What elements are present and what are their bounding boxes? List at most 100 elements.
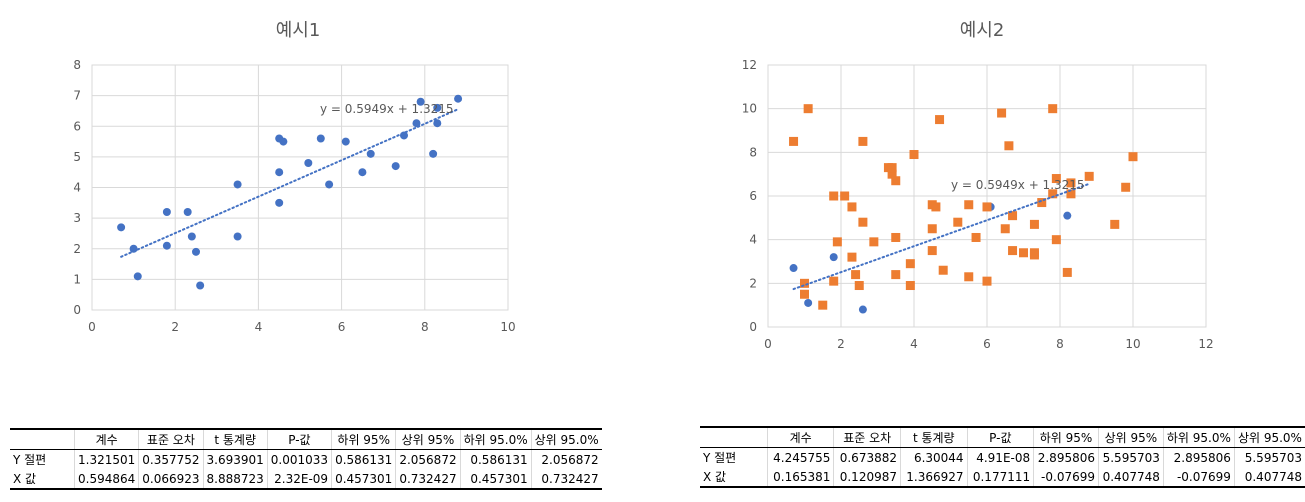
data-point	[325, 180, 334, 189]
table-cell: 0.732427	[395, 469, 461, 490]
data-point-square	[1008, 211, 1018, 221]
table-cell: 0.001033	[266, 449, 332, 469]
data-point-square	[931, 202, 941, 212]
data-point-square	[1051, 235, 1061, 245]
data-point	[789, 264, 798, 273]
x-tick-label: 4	[255, 320, 263, 334]
table-cell: 0.407748	[1233, 467, 1305, 488]
table-cell: 0.066923	[138, 469, 204, 490]
y-tick-label: 0	[73, 303, 81, 317]
y-tick-label: 3	[73, 211, 81, 225]
table-cell: 4.245755	[766, 447, 834, 467]
scatter-chart-1: 예시1 0 2 4 6 8 10 0 1 2 3 4 5 6 7 8 y = 0.5949x + 1.3215	[0, 0, 600, 340]
table-header-cell: 상위 95.0%	[530, 428, 602, 450]
table-header-cell: t 통계량	[202, 428, 268, 450]
data-point-square	[1110, 219, 1120, 229]
table-cell: 1.366927	[900, 467, 968, 488]
data-point-square	[1037, 198, 1047, 208]
y-tick-label: 7	[73, 89, 81, 103]
data-point-square	[1019, 248, 1028, 258]
table-row: Y 절편 4.245755 0.673882 6.30044 4.91E-08 2.895…	[700, 447, 1305, 467]
data-point-square	[935, 115, 945, 125]
data-point	[316, 134, 325, 143]
table-header-row: 계수 표준 오차 t 통계량 P-값 하위 95% 상위 95% 하위 95.0% 상위 95…	[700, 426, 1305, 448]
y-tick-label: 2	[73, 242, 81, 256]
data-point-square	[938, 265, 948, 275]
data-point-square	[887, 169, 897, 179]
data-point-square	[1029, 250, 1039, 260]
x-tick-label: 4	[910, 337, 918, 351]
data-point-square	[905, 281, 915, 291]
y-tick-label: 4	[749, 233, 757, 247]
data-point-square	[971, 232, 981, 242]
data-point	[429, 149, 438, 158]
data-point	[196, 281, 205, 290]
data-point-square	[840, 191, 850, 201]
x-tick-label: 6	[338, 320, 346, 334]
data-point	[433, 103, 442, 112]
table-cell: 2.32E-09	[266, 469, 332, 490]
table-header-cell: P-값	[966, 426, 1034, 448]
data-point	[858, 305, 867, 314]
data-point-square	[869, 237, 879, 247]
data-point-square	[1029, 219, 1039, 229]
table-row: Y 절편 1.321501 0.357752 3.693901 0.001033 0.58…	[10, 449, 602, 469]
table-cell: 0.732427	[530, 469, 602, 490]
data-point-square	[927, 246, 937, 256]
data-point	[358, 168, 367, 177]
table-cell: 0.407748	[1098, 467, 1164, 488]
x-tick-label: 10	[500, 320, 515, 334]
data-point	[162, 241, 171, 250]
chart-2-svg: 예시2 0 2 4 6 8 10 12 0 2 4 6 8 10 12 y = 0.5949x + 1.32…	[742, 20, 1214, 351]
table-cell: 6.30044	[900, 447, 968, 467]
table-cell: -0.07699	[1033, 467, 1099, 488]
table-cell: 5.595703	[1098, 447, 1164, 467]
data-point	[117, 223, 126, 232]
data-point-square	[891, 232, 901, 242]
table-header-cell: P-값	[266, 428, 332, 450]
data-point-square	[887, 163, 897, 173]
table-cell: 0.120987	[833, 467, 901, 488]
data-point-square	[803, 104, 813, 114]
table-header-cell: 계수	[73, 428, 139, 450]
table-header-cell: 상위 95%	[1098, 426, 1164, 448]
table-cell: Y 절편	[13, 453, 47, 467]
y-tick-label: 2	[749, 276, 757, 290]
y-tick-label: 6	[73, 119, 81, 133]
data-point	[275, 198, 284, 207]
regression-table-2: 계수 표준 오차 t 통계량 P-값 하위 95% 상위 95% 하위 95.0% 상위 95…	[700, 426, 1305, 488]
data-point-square	[847, 202, 857, 212]
table-row: X 값 0.594864 0.066923 8.888723 2.32E-09 0.457…	[10, 469, 602, 490]
data-point-square	[829, 191, 839, 201]
table-cell: 2.056872	[395, 449, 461, 469]
data-point-square	[982, 276, 992, 286]
data-point	[304, 159, 313, 167]
data-point	[1063, 211, 1072, 220]
data-point-square	[891, 270, 901, 280]
trendline	[120, 108, 460, 258]
table-cell: 0.594864	[73, 469, 139, 490]
y-tick-label: 5	[73, 150, 81, 164]
data-point	[416, 97, 425, 106]
data-point	[133, 272, 142, 281]
x-tick-label: 10	[1125, 337, 1140, 351]
data-point-square	[927, 224, 937, 234]
data-point-square	[1066, 178, 1076, 188]
y-tick-label: 0	[749, 320, 757, 334]
x-tick-label: 2	[837, 337, 845, 351]
data-point-square	[953, 217, 963, 227]
trendline-equation: y = 0.5949x + 1.3215	[320, 102, 454, 116]
table-header-cell: 표준 오차	[138, 428, 204, 450]
table-cell: 4.91E-08	[966, 447, 1034, 467]
data-point	[279, 137, 288, 146]
data-point-square	[997, 108, 1007, 118]
x-tick-label: 0	[88, 320, 96, 334]
data-point	[366, 149, 375, 158]
data-point-square	[1121, 182, 1131, 192]
data-point-square	[858, 217, 868, 227]
table-cell: 0.457301	[459, 469, 532, 490]
data-point-square	[1051, 174, 1061, 184]
table-cell: 2.895806	[1033, 447, 1099, 467]
data-point	[187, 232, 196, 241]
x-tick-label: 6	[983, 337, 991, 351]
